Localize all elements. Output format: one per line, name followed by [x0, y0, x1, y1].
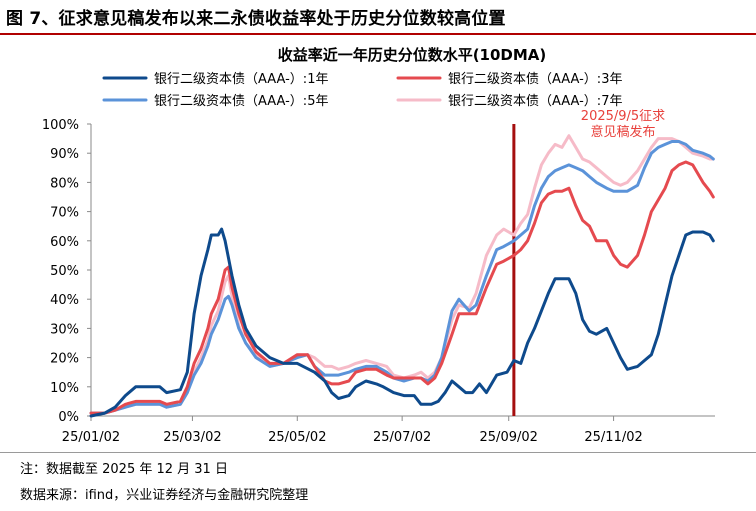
annotation-label: 2025/9/5征求	[581, 109, 665, 124]
x-tick-label: 25/07/02	[373, 430, 431, 445]
title-underline	[0, 33, 756, 35]
y-tick-label: 90%	[50, 147, 79, 162]
y-tick-label: 20%	[50, 352, 79, 367]
figure-title: 图 7、征求意见稿发布以来二永债收益率处于历史分位数较高位置	[6, 9, 506, 29]
y-tick-label: 60%	[50, 235, 79, 250]
footnote: 注：数据截至 2025 年 12 月 31 日	[20, 462, 228, 477]
annotation-label: 意见稿发布	[590, 124, 655, 140]
series-line-3	[89, 140, 715, 415]
y-tick-label: 70%	[50, 206, 79, 221]
chart-title: 收益率近一年历史分位数水平(10DMA)	[278, 46, 547, 64]
x-tick-label: 25/03/02	[163, 430, 221, 445]
y-tick-label: 40%	[50, 293, 79, 308]
x-tick-label: 25/01/02	[62, 430, 120, 445]
chart-legend: 银行二级资本债（AAA-）:1年 银行二级资本债（AAA-）:3年银行二级资本债（…	[102, 72, 622, 109]
legend-label-4: 银行二级资本债（AAA-）:7年	[448, 94, 622, 109]
y-tick-label: 10%	[50, 381, 79, 396]
y-tick-label: 80%	[50, 176, 79, 191]
y-tick-label: 30%	[50, 322, 79, 337]
legend-label-1: 银行二级资本债（AAA-）:1年	[154, 72, 328, 87]
x-tick-label: 25/05/02	[268, 430, 326, 445]
legend-label-3: 银行二级资本债（AAA-）:5年	[154, 94, 328, 109]
series-line-2	[89, 160, 715, 415]
y-tick-label: 0%	[58, 410, 79, 425]
y-axis: 0% 10% 20% 30% 40% 50% 60% 70% 80% 90% 100%	[42, 118, 92, 425]
line-chart: 收益率近一年历史分位数水平(10DMA) 银行二级资本债（AAA-）:1年 银行二…	[42, 46, 715, 445]
y-tick-label: 50%	[50, 264, 79, 279]
x-axis: 25/01/02 25/03/02 25/05/02 25/07/02 25/09/02…	[62, 415, 715, 445]
source-note: 数据来源：ifind，兴业证券经济与金融研究院整理	[20, 488, 309, 503]
plot-lines	[89, 134, 715, 418]
x-tick-label: 25/11/02	[584, 430, 642, 445]
x-tick-label: 25/09/02	[480, 430, 538, 445]
bottom-divider	[0, 452, 756, 453]
series-line-4	[89, 134, 715, 415]
y-tick-label: 100%	[42, 118, 79, 133]
legend-label-2: 银行二级资本债（AAA-）:3年	[448, 72, 622, 87]
series-line-1	[89, 227, 715, 418]
